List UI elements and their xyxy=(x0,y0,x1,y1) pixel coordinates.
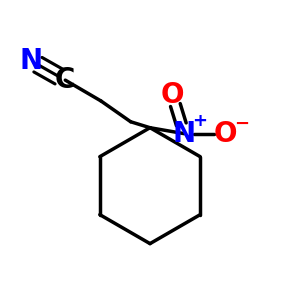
Text: −: − xyxy=(234,115,249,133)
Text: N: N xyxy=(20,47,43,75)
Text: N: N xyxy=(172,120,196,148)
Text: +: + xyxy=(192,112,207,130)
Text: O: O xyxy=(160,81,184,109)
Text: C: C xyxy=(55,66,76,94)
Text: O: O xyxy=(214,120,238,148)
